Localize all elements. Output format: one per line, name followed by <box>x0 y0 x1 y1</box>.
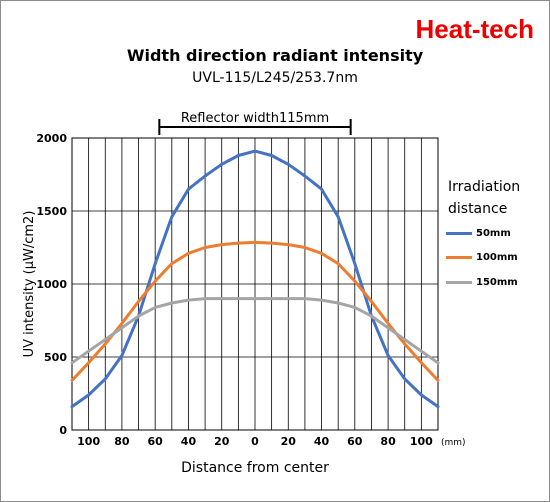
y-tick-label: 500 <box>44 351 67 364</box>
x-tick-label: 40 <box>181 435 197 448</box>
x-tick-label: 20 <box>281 435 297 448</box>
reflector-width-label: Reflector width115mm <box>181 111 329 126</box>
legend-item-100mm: 100mm <box>446 252 518 263</box>
x-tick-label: 100 <box>77 435 100 448</box>
series-line-50mm <box>70 149 440 409</box>
x-tick-label: 20 <box>214 435 230 448</box>
legend-swatch-100mm <box>446 256 472 259</box>
y-tick-label: 0 <box>59 424 67 437</box>
legend-label-100mm: 100mm <box>476 252 518 263</box>
x-tick-label: 40 <box>314 435 330 448</box>
x-axis-label: Distance from center <box>181 460 329 476</box>
y-tick-label: 1000 <box>36 278 67 291</box>
chart-title: Width direction radiant intensity <box>126 46 424 65</box>
y-tick-label: 2000 <box>36 132 67 145</box>
x-tick-label: 80 <box>114 435 130 448</box>
series-line-100mm <box>70 240 440 382</box>
series-line-150mm <box>70 297 440 365</box>
x-tick-label: 80 <box>380 435 396 448</box>
x-tick-label: 0 <box>251 435 259 448</box>
legend-swatch-150mm <box>446 281 472 284</box>
x-tick-label: 60 <box>347 435 363 448</box>
brand-logo: Heat-tech <box>415 14 534 44</box>
x-tick-label: 60 <box>148 435 164 448</box>
y-tick-label: 1500 <box>36 205 67 218</box>
legend-label-150mm: 150mm <box>476 277 518 288</box>
legend-swatch-50mm <box>446 232 472 235</box>
legend-title-line-1: Irradiation <box>448 179 521 195</box>
legend-item-50mm: 50mm <box>446 228 511 239</box>
plot-area <box>71 137 439 431</box>
legend-title: Irradiation distance <box>448 176 520 220</box>
legend-item-150mm: 150mm <box>446 277 518 288</box>
legend-label-50mm: 50mm <box>476 228 511 239</box>
x-tick-label: 100 <box>410 435 433 448</box>
chart-subtitle: UVL-115/L245/253.7nm <box>192 70 358 86</box>
legend-title-line-2: distance <box>448 201 508 217</box>
x-axis-unit: (mm) <box>441 438 466 448</box>
y-axis-label: UV intensity (μW/cm2) <box>22 211 37 358</box>
